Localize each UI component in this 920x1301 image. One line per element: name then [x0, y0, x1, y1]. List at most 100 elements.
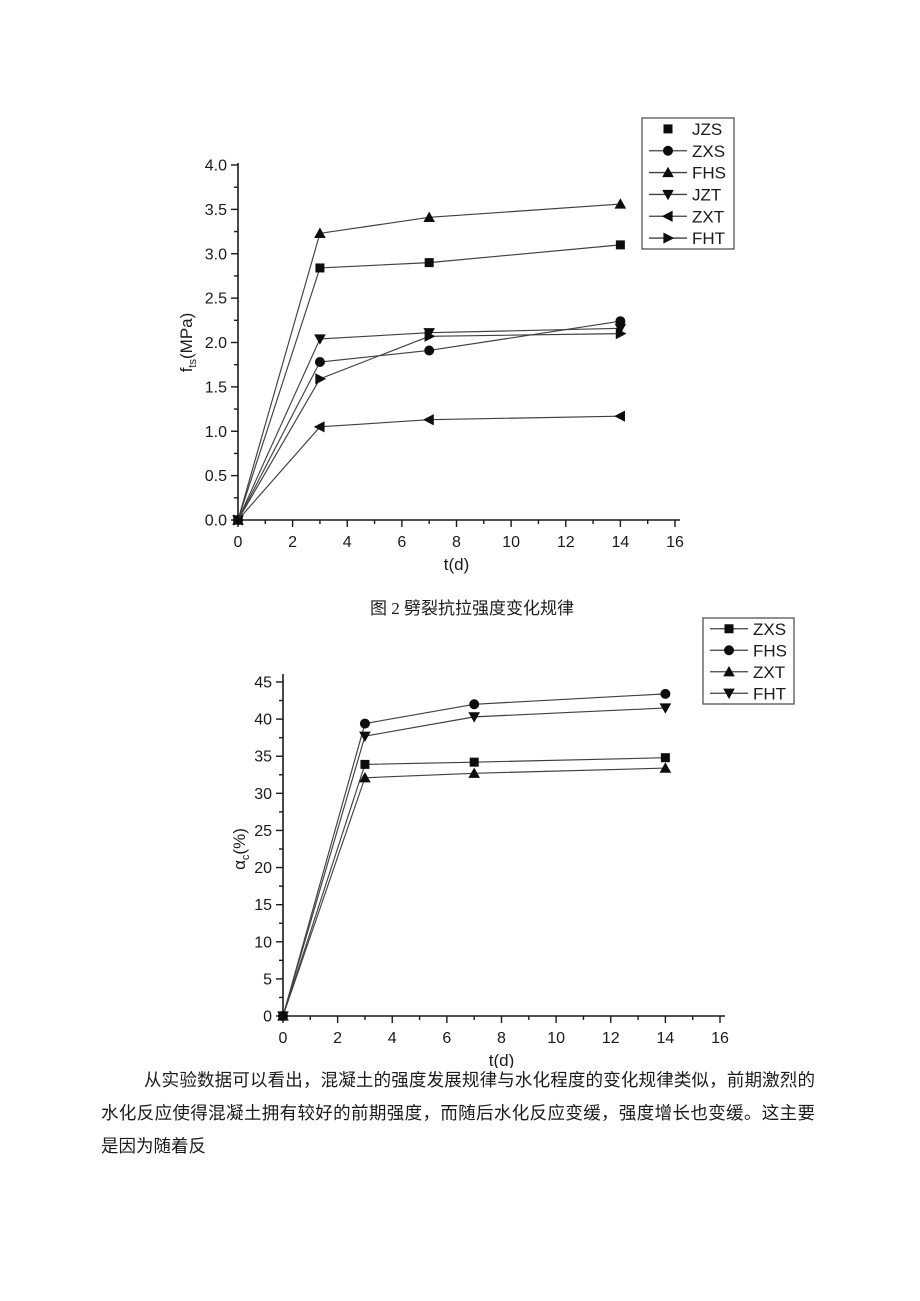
- ticks: [231, 164, 676, 527]
- x-tick-label: 6: [397, 534, 406, 551]
- series-line: [282, 767, 666, 1017]
- legend-label: FHS: [692, 164, 726, 183]
- series-FHS: [232, 198, 627, 525]
- circle-marker-icon: [314, 357, 325, 368]
- legend-label: JZT: [692, 185, 721, 204]
- circle-marker-icon: [469, 699, 480, 710]
- series-FHS: [278, 688, 671, 1021]
- figure-caption: 图 2 劈裂抗拉强度变化规律: [370, 599, 574, 618]
- legend: JZS ZXS FHS JZT ZXT FHT: [641, 117, 735, 250]
- square-marker-icon: [663, 124, 673, 134]
- triangle-right-marker-icon: [233, 514, 245, 526]
- legend-item-JZT: JZT: [649, 185, 721, 204]
- legend-label: FHT: [753, 684, 786, 703]
- y-axis-label: αc(%): [230, 828, 252, 870]
- series-line: [237, 327, 621, 521]
- legend-item-ZXS: ZXS: [710, 620, 786, 639]
- y-tick-label: 3.0: [205, 246, 227, 263]
- y-tick-label: 4.0: [205, 158, 227, 175]
- x-tick-label: 2: [333, 1030, 342, 1047]
- legend-label: ZXS: [753, 620, 786, 639]
- tick-labels: 0 2 4 6 8 10 12 14 16 0.0 0.5 1.0 1.5 2.0 2.5 3.0 3.5 4.0: [205, 158, 684, 552]
- y-tick-label: 20: [254, 860, 272, 877]
- y-tick-label: 1.5: [205, 379, 227, 396]
- legend-label: ZXS: [692, 142, 725, 161]
- x-tick-label: 8: [452, 534, 461, 551]
- x-tick-label: 10: [547, 1030, 565, 1047]
- triangle-down-marker-icon: [359, 731, 371, 742]
- x-axis-label: t(d): [444, 555, 470, 574]
- triangle-down-marker-icon: [659, 703, 672, 714]
- legend-item-JZS: JZS: [663, 120, 722, 139]
- circle-marker-icon: [660, 688, 671, 699]
- square-marker-icon: [469, 757, 479, 767]
- triangle-up-marker-icon: [468, 767, 480, 778]
- legend-item-ZXT: ZXT: [710, 663, 785, 682]
- legend-label: JZS: [692, 120, 722, 139]
- series-line: [237, 244, 621, 521]
- series-ZXT: [277, 762, 672, 1021]
- y-tick-label: 15: [254, 897, 272, 914]
- y-tick-label: 5: [263, 971, 272, 988]
- y-tick-label: 30: [254, 786, 272, 803]
- axes: [282, 674, 725, 1017]
- triangle-down-marker-icon: [614, 323, 627, 335]
- y-axis-label: fts(MPa): [177, 313, 199, 373]
- tick-labels: 0 2 4 6 8 10 12 14 16 0 5 10 15 20 25 30 35 40 45: [254, 675, 729, 1048]
- square-marker-icon: [424, 258, 434, 268]
- x-tick-label: 12: [557, 534, 575, 551]
- circle-marker-icon: [663, 145, 673, 156]
- triangle-right-marker-icon: [615, 328, 627, 340]
- body-paragraph: 从实验数据可以看出，混凝土的强度发展规律与水化程度的变化规律类似，前期激烈的水化…: [101, 1070, 815, 1156]
- triangle-up-marker-icon: [723, 665, 735, 677]
- y-tick-label: 10: [254, 934, 272, 951]
- series-FHT: [277, 703, 672, 1022]
- series-line: [237, 203, 621, 521]
- legend-label: FHS: [753, 641, 787, 660]
- triangle-left-marker-icon: [661, 210, 673, 222]
- triangle-up-marker-icon: [614, 198, 627, 209]
- y-tick-label: 2.0: [205, 335, 227, 352]
- triangle-up-marker-icon: [314, 227, 326, 238]
- circle-marker-icon: [724, 645, 734, 656]
- triangle-left-marker-icon: [313, 421, 325, 433]
- ticks: [276, 681, 721, 1023]
- series-JZS: [233, 240, 625, 525]
- series-line: [282, 693, 666, 1017]
- series-FHT: [233, 328, 627, 526]
- x-tick-label: 4: [388, 1030, 397, 1047]
- y-tick-label: 2.5: [205, 291, 227, 308]
- x-tick-label: 0: [279, 1030, 288, 1047]
- triangle-down-marker-icon: [468, 712, 480, 723]
- x-tick-label: 10: [502, 534, 520, 551]
- square-marker-icon: [660, 753, 670, 763]
- legend: ZXS FHS ZXT FHT: [702, 617, 795, 705]
- y-tick-label: 40: [254, 712, 272, 729]
- y-tick-label: 0.0: [205, 513, 227, 530]
- legend-item-FHT: FHT: [710, 684, 786, 703]
- series-line: [282, 707, 666, 1017]
- series-line: [282, 757, 666, 1017]
- square-marker-icon: [615, 240, 625, 250]
- series-ZXS: [278, 753, 670, 1021]
- triangle-up-marker-icon: [662, 166, 674, 178]
- legend-label: FHT: [692, 229, 725, 248]
- triangle-right-marker-icon: [315, 373, 327, 385]
- triangle-right-marker-icon: [663, 232, 675, 244]
- x-tick-label: 14: [656, 1030, 674, 1047]
- y-tick-label: 1.0: [205, 424, 227, 441]
- legend-item-ZXS: ZXS: [649, 142, 725, 161]
- x-tick-label: 16: [711, 1030, 729, 1047]
- legend-label: ZXT: [692, 207, 724, 226]
- x-axis-label: t(d): [489, 1051, 515, 1068]
- square-marker-icon: [315, 263, 325, 273]
- triangle-left-marker-icon: [614, 410, 625, 422]
- square-marker-icon: [360, 759, 370, 769]
- hydration-degree-chart: 0 2 4 6 8 10 12 14 16 0 5 10 15 20 25 30 35 40 45 t(d) αc(%)…: [230, 617, 795, 1068]
- triangle-down-marker-icon: [314, 334, 326, 345]
- legend-box: [702, 617, 795, 705]
- y-tick-label: 45: [254, 675, 272, 692]
- legend-item-ZXT: ZXT: [649, 207, 724, 226]
- triangle-right-marker-icon: [424, 330, 436, 342]
- y-tick-label: 35: [254, 749, 272, 766]
